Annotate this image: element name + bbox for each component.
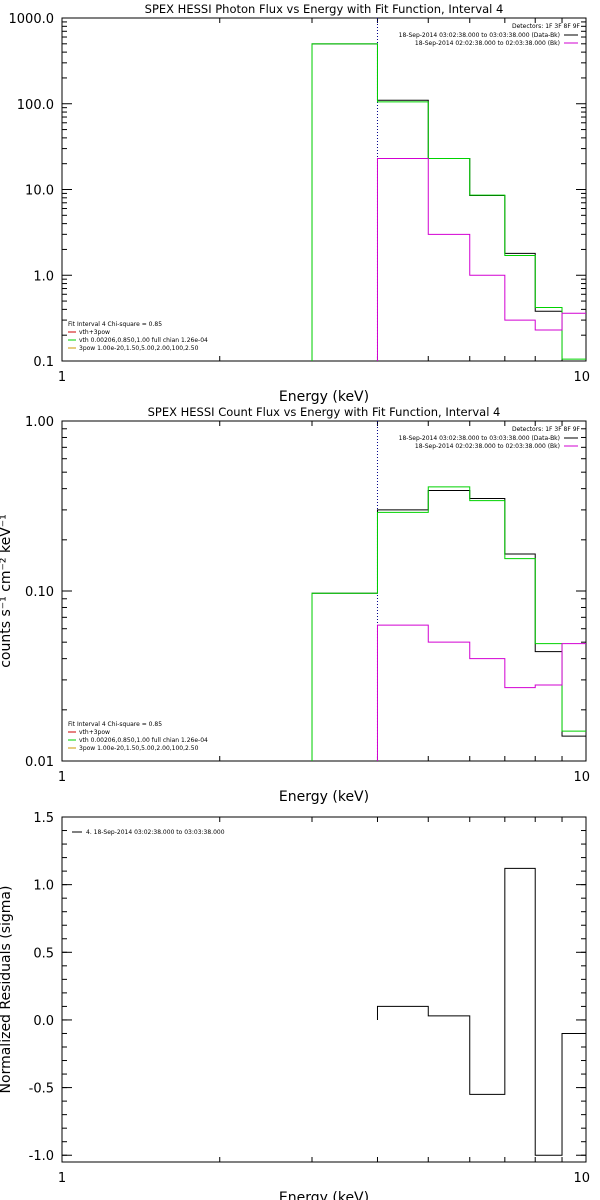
x-tick-label: 10 [573,770,590,785]
y-tick-label: -1.0 [29,1149,54,1164]
x-tick-label: 1 [58,1171,66,1186]
y-tick-label: 1.00 [25,415,54,430]
y-tick-label: 1.5 [33,811,54,826]
interval-legend-text: 18-Sep-2014 03:02:38.000 to 03:03:38.000… [399,435,560,442]
y-tick-label: 0.5 [33,946,54,961]
series-vth-3pow [311,43,586,361]
series-data-bk [311,43,563,361]
fit-legend-text: Fit Interval 4 Chi-square = 0.85 [68,721,162,728]
x-axis-label: Energy (keV) [279,1190,369,1200]
fit-legend-text: 3pow 1.00e-20,1.50,5.00,2.00,100,2.50 [79,345,199,352]
plot-frame [61,420,587,762]
y-tick-label: 0.0 [33,1014,54,1029]
series-data-bk [311,490,586,761]
x-tick-label: 1 [58,370,66,385]
series-line [376,624,586,761]
y-axis-label: counts s⁻¹ cm⁻² keV⁻¹ [0,514,14,668]
y-tick-label: 100.0 [17,98,54,113]
series-line [311,486,586,761]
x-tick-label: 1 [58,770,66,785]
fit-legend-text: 3pow 1.00e-20,1.50,5.00,2.00,100,2.50 [79,745,199,752]
series-line [311,43,563,361]
x-axis-label: Energy (keV) [279,789,369,805]
x-tick-label: 10 [573,370,590,385]
y-tick-label: 0.01 [25,755,54,770]
series-bk [376,157,586,361]
detectors-label: Detectors: 1F 3F 8F 9F [512,426,581,433]
y-tick-label: 1000.0 [9,12,55,27]
series-line [376,867,586,1156]
y-axis-label: Normalized Residuals (sigma) [0,886,14,1094]
y-tick-label: 1.0 [33,269,54,284]
chart-title: SPEX HESSI Photon Flux vs Energy with Fi… [145,2,504,16]
interval-legend-text: 18-Sep-2014 02:02:38.000 to 02:03:38.000… [415,443,560,450]
chart-title: SPEX HESSI Count Flux vs Energy with Fit… [148,405,501,419]
fit-legend-text: Fit Interval 4 Chi-square = 0.85 [68,321,162,328]
chart-panel-1: SPEX HESSI Photon Flux vs Energy with Fi… [9,2,591,405]
fit-legend-text: vth+3pow [79,329,110,336]
fit-legend-text: vth+3pow [79,729,110,736]
series-line [311,490,586,761]
x-axis-label: Energy (keV) [279,389,369,405]
y-tick-label: 10.0 [25,184,54,199]
series-residuals [376,867,586,1156]
series-vth-3pow [311,486,586,761]
fit-legend-text: vth 0.00206,0.850,1.00 full chian 1.26e-… [79,337,208,344]
chart-panel-2: SPEX HESSI Count Flux vs Energy with Fit… [0,405,590,805]
plot-frame [61,816,587,1163]
series-line [311,43,586,361]
interval-legend-text: 18-Sep-2014 02:02:38.000 to 02:03:38.000… [415,40,560,47]
y-tick-label: 1.0 [33,879,54,894]
y-tick-label: 0.1 [33,355,54,370]
detectors-label: Detectors: 1F 3F 8F 9F [512,23,581,30]
fit-legend-text: vth 0.00206,0.850,1.00 full chian 1.26e-… [79,737,208,744]
chart-panel-3: 1 10 -1.0 -0.5 0.0 0.5 1.0 1.5 Energy (keV) Norma… [0,811,590,1200]
series-line [376,157,586,361]
interval-legend-text: 18-Sep-2014 03:02:38.000 to 03:03:38.000… [399,32,560,39]
y-tick-label: -0.5 [29,1082,54,1097]
plot-frame [61,17,587,362]
series-bk [376,624,586,761]
y-tick-label: 0.10 [25,585,54,600]
residual-legend-text: 4. 18-Sep-2014 03:02:38.000 to 03:03:38.… [86,829,225,836]
x-tick-label: 10 [573,1171,590,1186]
